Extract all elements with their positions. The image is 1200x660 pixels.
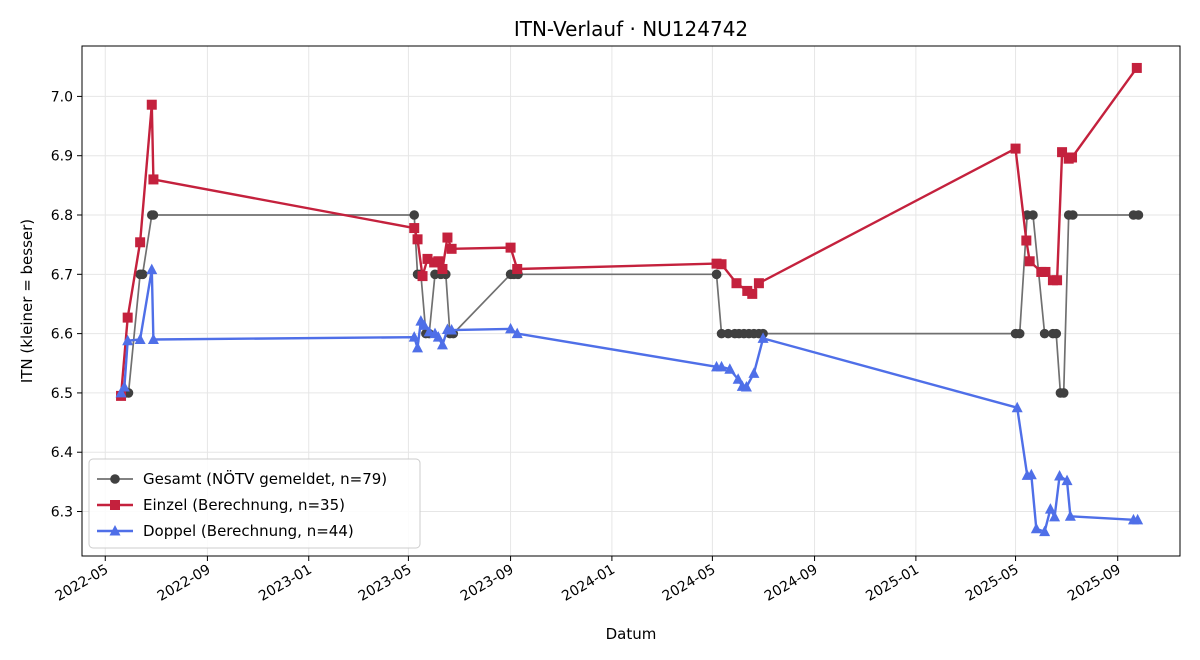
data-point [446, 243, 457, 254]
data-point [412, 234, 423, 245]
y-tick-label: 6.8 [51, 208, 73, 224]
data-point [1039, 525, 1051, 537]
legend-label: Doppel (Berechnung, n=44) [143, 522, 354, 540]
data-point [1024, 256, 1035, 267]
data-point [740, 380, 752, 392]
data-point [1057, 147, 1068, 158]
data-point [1044, 503, 1056, 514]
series-layer [115, 62, 1144, 537]
data-point [1030, 522, 1042, 534]
data-point [1132, 513, 1144, 525]
series-doppel-berechnung-n-44 [115, 263, 1144, 537]
data-point [122, 334, 134, 346]
data-point [1014, 328, 1025, 339]
data-point [137, 269, 148, 280]
data-point [505, 242, 516, 253]
data-point [147, 333, 159, 345]
y-tick-label: 6.9 [51, 149, 73, 165]
data-point [724, 363, 736, 374]
chart-title: ITN-Verlauf · NU124742 [514, 17, 748, 41]
data-point [1133, 210, 1144, 220]
legend-marker [110, 474, 120, 484]
data-point [134, 333, 146, 345]
data-point [432, 331, 444, 342]
data-point [1021, 235, 1032, 246]
data-point [747, 288, 758, 299]
y-tick-label: 6.5 [51, 386, 73, 402]
legend-item-gesamt-n-tv-gemeldet-n-79: Gesamt (NÖTV gemeldet, n=79) [97, 469, 387, 488]
data-point [148, 174, 159, 185]
data-point [115, 386, 127, 398]
data-point [148, 210, 159, 220]
data-point [716, 259, 727, 270]
y-tick-label: 7.0 [51, 89, 73, 105]
data-point [118, 380, 130, 392]
data-point [1039, 328, 1050, 339]
data-point [748, 367, 760, 378]
data-point [1058, 388, 1069, 398]
data-point [1040, 266, 1051, 277]
data-point [1028, 210, 1038, 220]
legend: Gesamt (NÖTV gemeldet, n=79) Einzel (Bere… [88, 458, 421, 549]
data-point [409, 210, 420, 220]
data-point [446, 324, 458, 335]
x-axis-title: Datum [606, 625, 657, 643]
data-point [1025, 468, 1037, 480]
legend-item-doppel-berechnung-n-44: Doppel (Berechnung, n=44) [97, 522, 354, 540]
data-point [1131, 62, 1142, 73]
data-point [422, 253, 433, 264]
data-point [1051, 328, 1062, 339]
legend-item-einzel-berechnung-n-35: Einzel (Berechnung, n=35) [97, 496, 345, 514]
data-point [409, 223, 420, 234]
data-point [511, 327, 523, 339]
series-einzel-berechnung-n-35 [116, 62, 1142, 401]
y-tick-label: 6.4 [51, 445, 73, 461]
y-axis-title: ITN (kleiner = besser) [18, 219, 36, 383]
data-point [731, 278, 742, 289]
data-point [433, 256, 444, 267]
series-gesamt-n-tv-gemeldet-n-79 [121, 210, 1144, 398]
data-point [1061, 474, 1073, 486]
data-point [1049, 510, 1061, 522]
data-point [417, 271, 428, 282]
data-point [1054, 469, 1066, 481]
legend-marker [110, 500, 120, 510]
data-point [436, 338, 448, 350]
plot-frame [81, 45, 1181, 557]
data-point [135, 237, 146, 248]
data-point [146, 99, 157, 110]
y-tick-label: 6.6 [51, 327, 73, 343]
data-point [408, 331, 420, 342]
y-tick-label: 6.7 [51, 267, 73, 283]
data-point [1067, 152, 1078, 163]
grid [82, 46, 1180, 556]
y-tick-label: 6.3 [51, 505, 73, 521]
data-point [122, 312, 133, 323]
data-point [1052, 275, 1063, 286]
data-point [412, 341, 424, 353]
data-point [1064, 510, 1076, 521]
data-point [505, 322, 517, 334]
data-point [146, 263, 158, 275]
data-point [757, 332, 769, 343]
data-point [732, 373, 744, 384]
legend-label: Einzel (Berechnung, n=35) [143, 496, 345, 514]
legend-marker [109, 525, 121, 536]
data-point [418, 319, 430, 330]
data-point [1010, 143, 1021, 154]
data-point [1011, 401, 1023, 413]
data-point [512, 263, 523, 274]
data-point [753, 278, 764, 289]
data-point [1068, 210, 1078, 220]
legend-label: Gesamt (NÖTV gemeldet, n=79) [143, 469, 387, 488]
data-point [437, 263, 448, 274]
data-point [716, 360, 728, 372]
data-point [711, 269, 722, 280]
data-point [442, 232, 453, 243]
legend-box [88, 458, 421, 549]
